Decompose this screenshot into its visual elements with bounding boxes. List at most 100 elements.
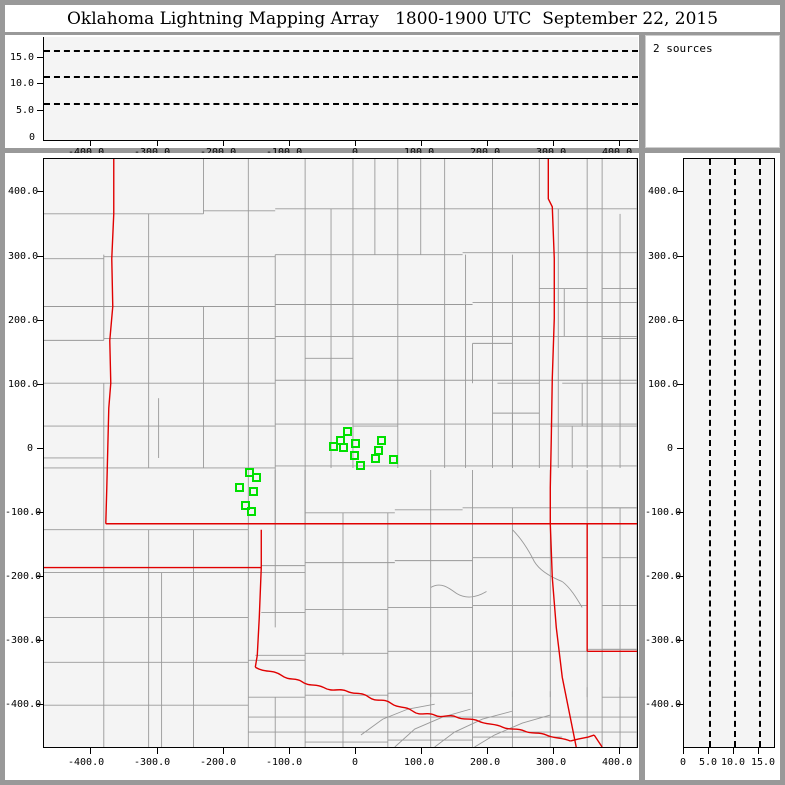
map-ytickmark-400 [37, 191, 43, 192]
source-marker [240, 500, 250, 510]
map-xtickmark-n200 [223, 748, 224, 754]
source-marker [249, 486, 259, 496]
map-ytickmark-200 [37, 320, 43, 321]
top-xtickmark-n400 [90, 141, 91, 146]
east-ytick-n400: -400.0 [645, 699, 682, 710]
map-xtickmark-n100 [289, 748, 290, 754]
map-xtick-100: 100.0 [404, 757, 435, 768]
top-gridline-15 [44, 50, 638, 52]
top-xtickmark-300 [553, 141, 554, 146]
east-ytick-100: 100.0 [648, 379, 679, 390]
east-xtick-15: 15.0 [751, 757, 776, 768]
map-ytickmark-100 [37, 384, 43, 385]
top-xtick-n200: -200.0 [200, 147, 236, 158]
top-xtick-100: 100.0 [404, 147, 434, 158]
map-xtick-400: 400.0 [602, 757, 633, 768]
top-xtickmark-400 [619, 141, 620, 146]
top-xtickmark-n100 [289, 141, 290, 146]
map-xtickmark-n400 [90, 748, 91, 754]
map-xtickmark-400 [619, 748, 620, 754]
map-xtickmark-n300 [157, 748, 158, 754]
east-ytick-400: 400.0 [648, 186, 679, 197]
top-xtickmark-n200 [223, 141, 224, 146]
top-ytickmark-15 [37, 57, 43, 58]
map-ytick-n400: -400.0 [5, 699, 42, 710]
map-xtick-300: 300.0 [536, 757, 567, 768]
east-ytick-200: 200.0 [648, 315, 679, 326]
top-ytick-15: 15.0 [10, 52, 35, 63]
east-gridline-15 [759, 159, 761, 747]
map-ytick-n100: -100.0 [5, 507, 42, 518]
map-ytickmark-n300 [37, 640, 43, 641]
map-ytickmark-n100 [37, 512, 43, 513]
map-ytick-n200: -200.0 [5, 571, 42, 582]
source-marker [349, 451, 359, 461]
source-marker [343, 427, 353, 437]
top-xtick-n400: -400.0 [68, 147, 104, 158]
map-ytick-0: 0 [27, 443, 34, 454]
top-ytickmark-5 [37, 110, 43, 111]
sources-info-panel: 2 sources [645, 35, 780, 148]
top-xtick-400: 400.0 [602, 147, 632, 158]
east-gridline-10 [734, 159, 736, 747]
sources-count-label: 2 sources [653, 42, 713, 55]
map-xtickmark-300 [553, 748, 554, 754]
map-ytick-100: 100.0 [8, 379, 39, 390]
east-ytick-0: 0 [667, 443, 674, 454]
top-gridline-5 [44, 103, 638, 105]
east-xtick-5: 5.0 [699, 757, 718, 768]
state-borders [44, 159, 637, 747]
map-plan-view-panel: 400.0 300.0 200.0 100.0 0 -100.0 -200.0 … [5, 153, 639, 780]
east-ytickmark-400 [677, 191, 683, 192]
map-xtickmark-200 [487, 748, 488, 754]
top-xtick-200: 200.0 [470, 147, 500, 158]
source-marker [247, 507, 257, 517]
map-xtick-n200: -200.0 [200, 757, 237, 768]
map-ytickmark-0 [37, 448, 43, 449]
map-ytick-200: 200.0 [8, 315, 39, 326]
east-ytickmark-n200 [677, 576, 683, 577]
east-ytickmark-n100 [677, 512, 683, 513]
east-ytick-n300: -300.0 [645, 635, 682, 646]
east-xtick-10: 10.0 [721, 757, 746, 768]
source-marker [244, 468, 254, 478]
page-title: Oklahoma Lightning Mapping Array 1800-19… [66, 8, 719, 29]
top-ytick-5: 5.0 [16, 105, 35, 116]
top-altitude-time-panel: 15.0 10.0 5.0 0 -400.0 -300.0 -200.0 -10… [5, 35, 639, 158]
source-marker [355, 461, 365, 471]
source-marker [338, 443, 348, 453]
source-marker [370, 453, 380, 463]
map-xtick-200: 200.0 [470, 757, 501, 768]
east-ytickmark-n300 [677, 640, 683, 641]
map-plot-area[interactable] [43, 158, 638, 748]
east-gridline-5 [709, 159, 711, 747]
east-altitude-panel: 400.0 300.0 200.0 100.0 0 -100.0 -200.0 … [645, 153, 780, 780]
county-borders [44, 159, 637, 747]
map-ytick-300: 300.0 [8, 251, 39, 262]
map-xtick-n300: -300.0 [134, 757, 171, 768]
east-ytickmark-200 [677, 320, 683, 321]
east-ytickmark-0 [677, 448, 683, 449]
map-ytick-n300: -300.0 [5, 635, 42, 646]
top-xtickmark-n300 [157, 141, 158, 146]
top-xtick-n100: -100.0 [266, 147, 302, 158]
east-panel-plot-area[interactable] [683, 158, 775, 748]
source-marker [351, 438, 361, 448]
east-xtickmark-0 [683, 748, 684, 754]
source-marker [377, 435, 387, 445]
top-panel-plot-area [43, 37, 638, 141]
map-xtickmark-100 [421, 748, 422, 754]
title-bar: Oklahoma Lightning Mapping Array 1800-19… [5, 5, 780, 32]
east-xtick-0: 0 [680, 757, 687, 768]
map-ytickmark-n400 [37, 704, 43, 705]
map-xtick-0: 0 [352, 757, 359, 768]
east-ytickmark-n400 [677, 704, 683, 705]
map-xtick-n400: -400.0 [68, 757, 105, 768]
east-ytick-n100: -100.0 [645, 507, 682, 518]
county-borders-detail [44, 357, 398, 459]
top-ytickmark-10 [37, 83, 43, 84]
top-xtickmark-200 [487, 141, 488, 146]
map-geography [44, 159, 637, 747]
map-xtickmark-0 [355, 748, 356, 754]
